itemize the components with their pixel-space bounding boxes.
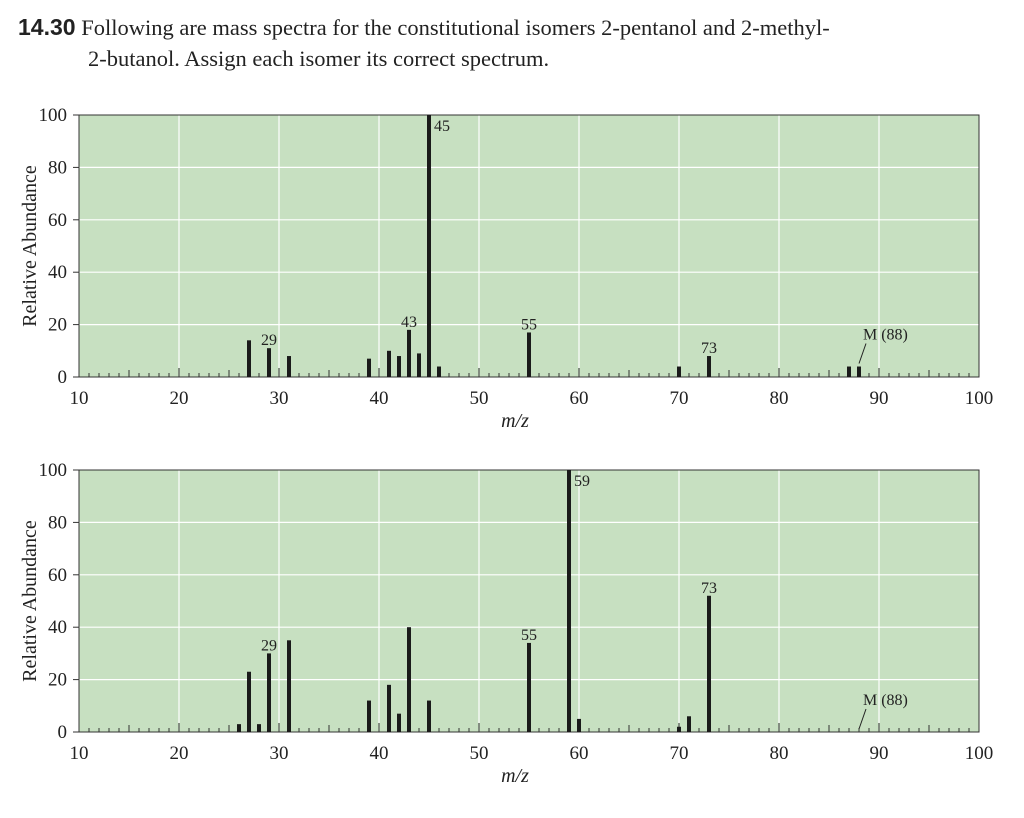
peak-bar bbox=[577, 718, 581, 732]
peak-label: 43 bbox=[401, 314, 417, 331]
problem-text-2: 2-butanol. Assign each isomer its correc… bbox=[88, 46, 550, 71]
peak-bar bbox=[367, 358, 371, 377]
peak-bar bbox=[397, 356, 401, 377]
mass-spectrum-bottom: 10 20 30 40 50 60 70 80 90 100 0 20 40 60 80 100 m/z Rela… bbox=[19, 460, 994, 787]
peak-bar bbox=[677, 366, 681, 377]
y-tick-label: 60 bbox=[48, 210, 67, 231]
peak-bar bbox=[527, 332, 531, 377]
y-tick-label: 20 bbox=[48, 315, 67, 336]
peak-label: 55 bbox=[521, 316, 537, 333]
problem-statement: 14.30 Following are mass spectra for the… bbox=[18, 12, 1008, 74]
peak-label: 29 bbox=[261, 637, 277, 654]
peak-bar bbox=[567, 470, 571, 732]
peak-label: 45 bbox=[434, 118, 450, 135]
y-tick-label: 40 bbox=[48, 262, 67, 283]
problem-number: 14.30 bbox=[18, 14, 76, 40]
x-tick-label: 30 bbox=[270, 388, 289, 409]
x-tick-label: 60 bbox=[570, 388, 589, 409]
peak-bar bbox=[247, 671, 251, 732]
peak-bar bbox=[687, 716, 691, 732]
peak-label: 59 bbox=[574, 473, 590, 490]
peak-bar bbox=[287, 356, 291, 377]
problem-text-1: Following are mass spectra for the const… bbox=[81, 15, 830, 40]
peak-bar bbox=[707, 595, 711, 732]
y-tick-label: 100 bbox=[39, 460, 68, 481]
peak-bar bbox=[257, 724, 261, 732]
x-tick-label: 70 bbox=[670, 743, 689, 764]
x-tick-label: 20 bbox=[170, 388, 189, 409]
peak-label: 73 bbox=[701, 580, 717, 597]
peak-label: M (88) bbox=[863, 327, 908, 344]
mass-spectrum-top: 10 20 30 40 50 60 70 80 90 100 0 20 40 60 80 100 m/z Rela… bbox=[19, 105, 994, 432]
peak-label: 29 bbox=[261, 332, 277, 349]
x-tick-label: 50 bbox=[470, 388, 489, 409]
peak-bar bbox=[387, 350, 391, 377]
peak-label: M (88) bbox=[863, 692, 908, 709]
peak-bar bbox=[407, 627, 411, 732]
peak-bar bbox=[527, 642, 531, 732]
peak-bar bbox=[427, 700, 431, 732]
x-tick-label: 30 bbox=[270, 743, 289, 764]
peak-bar bbox=[677, 726, 681, 732]
y-tick-label: 100 bbox=[39, 105, 68, 126]
peak-bar bbox=[437, 366, 441, 377]
peak-bar bbox=[287, 640, 291, 732]
x-tick-label: 70 bbox=[670, 388, 689, 409]
y-tick-label: 20 bbox=[48, 670, 67, 691]
x-tick-label: 90 bbox=[870, 388, 889, 409]
x-tick-label: 20 bbox=[170, 743, 189, 764]
x-tick-label: 50 bbox=[470, 743, 489, 764]
peak-label-leader bbox=[858, 343, 867, 364]
x-axis-title: m/z bbox=[501, 410, 529, 432]
x-tick-label: 10 bbox=[70, 743, 89, 764]
x-tick-label: 40 bbox=[370, 388, 389, 409]
peak-bar bbox=[397, 713, 401, 732]
x-tick-label: 100 bbox=[965, 388, 994, 409]
peak-bar bbox=[857, 366, 861, 377]
x-tick-label: 80 bbox=[770, 743, 789, 764]
x-tick-label: 100 bbox=[965, 743, 994, 764]
problem-line-1: 14.30 Following are mass spectra for the… bbox=[18, 12, 1008, 43]
x-tick-label: 80 bbox=[770, 388, 789, 409]
peak-bar bbox=[707, 356, 711, 377]
peak-bar bbox=[387, 684, 391, 732]
y-axis-title: Relative Abundance bbox=[19, 520, 41, 682]
peak-label: 73 bbox=[701, 340, 717, 357]
peak-bar bbox=[237, 724, 241, 732]
x-tick-label: 10 bbox=[70, 388, 89, 409]
peak-bar bbox=[367, 700, 371, 732]
y-axis-title: Relative Abundance bbox=[19, 165, 41, 327]
y-tick-label: 0 bbox=[58, 722, 68, 743]
y-tick-label: 0 bbox=[58, 367, 68, 388]
peak-bar bbox=[407, 329, 411, 377]
peak-bar bbox=[417, 353, 421, 377]
x-tick-label: 90 bbox=[870, 743, 889, 764]
peak-bar bbox=[267, 348, 271, 377]
peak-bar bbox=[847, 366, 851, 377]
y-tick-label: 60 bbox=[48, 565, 67, 586]
peak-label-leader bbox=[858, 708, 867, 730]
y-tick-label: 80 bbox=[48, 157, 67, 178]
y-tick-label: 80 bbox=[48, 512, 67, 533]
peak-bar bbox=[267, 653, 271, 732]
x-axis-title: m/z bbox=[501, 765, 529, 787]
peak-label: 55 bbox=[521, 627, 537, 644]
y-tick-label: 40 bbox=[48, 617, 67, 638]
peak-bar bbox=[427, 115, 431, 377]
peak-bar bbox=[247, 340, 251, 377]
x-tick-label: 40 bbox=[370, 743, 389, 764]
x-tick-label: 60 bbox=[570, 743, 589, 764]
